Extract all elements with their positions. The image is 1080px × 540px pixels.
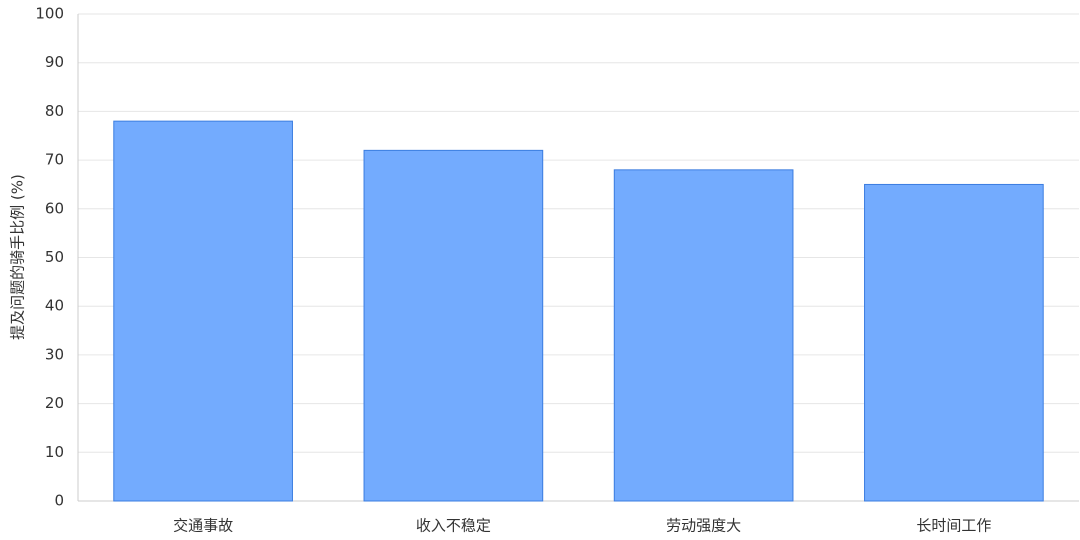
y-tick-label: 10 — [45, 443, 64, 461]
y-tick-label: 40 — [45, 297, 64, 315]
x-tick-label: 收入不稳定 — [416, 517, 491, 535]
bar — [113, 120, 293, 502]
y-tick-label: 0 — [54, 492, 64, 510]
y-tick-label: 20 — [45, 394, 64, 412]
y-tick-label: 90 — [45, 53, 64, 71]
y-tick-label: 50 — [45, 248, 64, 266]
y-tick-label: 70 — [45, 151, 64, 169]
bar — [864, 183, 1044, 502]
y-tick-label: 80 — [45, 102, 64, 120]
x-tick-label: 交通事故 — [173, 517, 233, 535]
y-tick-label: 60 — [45, 199, 64, 217]
bar — [363, 149, 544, 502]
bar — [613, 169, 794, 502]
y-tick-label: 100 — [35, 5, 64, 23]
y-axis-label: 提及问题的骑手比例 (%) — [9, 174, 27, 340]
x-tick-label: 长时间工作 — [916, 517, 991, 535]
x-tick-label: 劳动强度大 — [666, 517, 741, 535]
y-tick-label: 30 — [45, 345, 64, 363]
